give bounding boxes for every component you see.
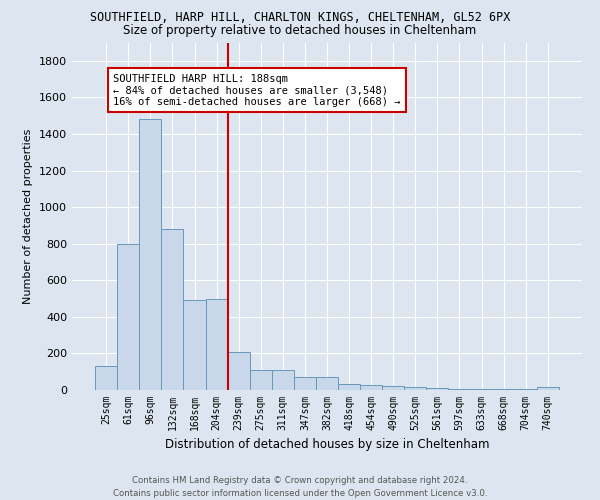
Bar <box>404 388 427 390</box>
Bar <box>382 386 404 390</box>
Bar <box>184 300 206 390</box>
Bar <box>95 366 117 390</box>
Bar <box>448 388 470 390</box>
Text: Contains HM Land Registry data © Crown copyright and database right 2024.
Contai: Contains HM Land Registry data © Crown c… <box>113 476 487 498</box>
X-axis label: Distribution of detached houses by size in Cheltenham: Distribution of detached houses by size … <box>165 438 489 452</box>
Bar <box>537 386 559 390</box>
Bar <box>427 388 448 390</box>
Text: SOUTHFIELD HARP HILL: 188sqm
← 84% of detached houses are smaller (3,548)
16% of: SOUTHFIELD HARP HILL: 188sqm ← 84% of de… <box>113 74 400 107</box>
Bar <box>139 120 161 390</box>
Text: Size of property relative to detached houses in Cheltenham: Size of property relative to detached ho… <box>124 24 476 37</box>
Bar <box>206 298 227 390</box>
Bar <box>470 389 493 390</box>
Bar <box>493 389 515 390</box>
Bar <box>161 229 184 390</box>
Bar <box>294 377 316 390</box>
Text: SOUTHFIELD, HARP HILL, CHARLTON KINGS, CHELTENHAM, GL52 6PX: SOUTHFIELD, HARP HILL, CHARLTON KINGS, C… <box>90 11 510 24</box>
Bar <box>117 244 139 390</box>
Y-axis label: Number of detached properties: Number of detached properties <box>23 128 34 304</box>
Bar <box>227 352 250 390</box>
Bar <box>272 370 294 390</box>
Bar <box>338 384 360 390</box>
Bar <box>316 377 338 390</box>
Bar <box>250 370 272 390</box>
Bar <box>360 384 382 390</box>
